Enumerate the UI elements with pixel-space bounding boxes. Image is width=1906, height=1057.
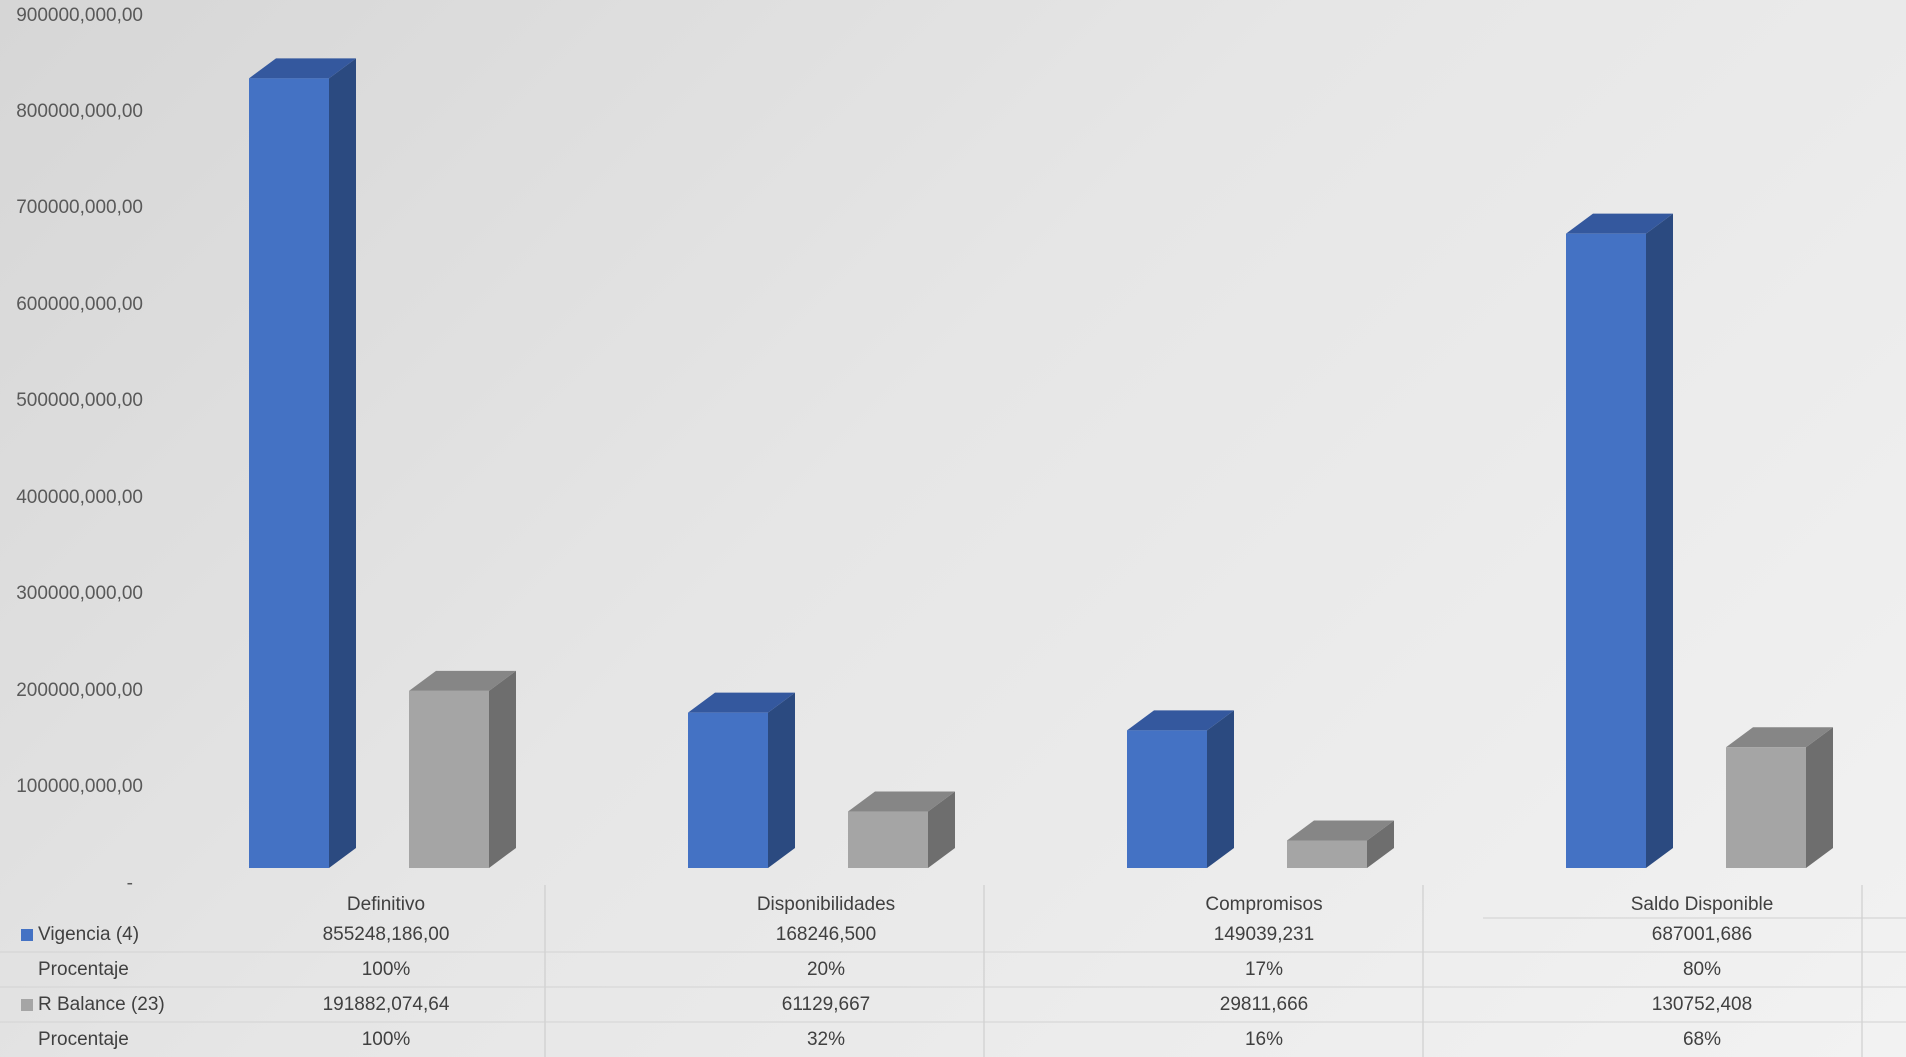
y-tick-label: 900000,000,00 bbox=[16, 5, 143, 26]
bar-vigencia-3 bbox=[1566, 234, 1646, 868]
bar-vigencia-0-side bbox=[329, 58, 356, 868]
table-row-label: Procentaje bbox=[38, 1029, 129, 1050]
y-tick-label: 400000,000,00 bbox=[16, 487, 143, 508]
bar-r-balance-1 bbox=[848, 812, 928, 868]
y-tick-label: - bbox=[127, 873, 133, 894]
table-cell: 61129,667 bbox=[782, 994, 870, 1015]
y-tick-label: 700000,000,00 bbox=[16, 197, 143, 218]
bar-r-balance-3 bbox=[1726, 747, 1806, 868]
y-tick-label: 100000,000,00 bbox=[16, 776, 143, 797]
table-cell: 855248,186,00 bbox=[323, 924, 450, 945]
category-label: Compromisos bbox=[1205, 894, 1322, 915]
y-tick-label: 500000,000,00 bbox=[16, 390, 143, 411]
table-cell: 80% bbox=[1683, 959, 1721, 980]
table-cell: 100% bbox=[362, 1029, 411, 1050]
bar-r-balance-0-side bbox=[489, 671, 516, 868]
table-row-label: Procentaje bbox=[38, 959, 129, 980]
bar-r-balance-3-side bbox=[1806, 727, 1833, 868]
legend-marker bbox=[21, 929, 33, 941]
bar-vigencia-3-side bbox=[1646, 214, 1673, 868]
table-cell: 168246,500 bbox=[776, 924, 876, 945]
table-cell: 191882,074,64 bbox=[323, 994, 450, 1015]
table-cell: 100% bbox=[362, 959, 411, 980]
bar-r-balance-2 bbox=[1287, 840, 1367, 868]
y-tick-label: 600000,000,00 bbox=[16, 294, 143, 315]
table-row-label: R Balance (23) bbox=[38, 994, 165, 1015]
legend-marker bbox=[21, 999, 33, 1011]
bar-vigencia-2-side bbox=[1207, 710, 1234, 868]
table-cell: 130752,408 bbox=[1652, 994, 1752, 1015]
bar-vigencia-1-side bbox=[768, 693, 795, 868]
y-tick-label: 200000,000,00 bbox=[16, 680, 143, 701]
bar-vigencia-0 bbox=[249, 78, 329, 868]
table-cell: 29811,666 bbox=[1220, 994, 1308, 1015]
category-label: Disponibilidades bbox=[757, 894, 895, 915]
table-cell: 687001,686 bbox=[1652, 924, 1752, 945]
category-label: Definitivo bbox=[347, 894, 425, 915]
y-tick-label: 800000,000,00 bbox=[16, 101, 143, 122]
bar-vigencia-2 bbox=[1127, 730, 1207, 868]
table-cell: 16% bbox=[1245, 1029, 1283, 1050]
table-cell: 68% bbox=[1683, 1029, 1721, 1050]
y-tick-label: 300000,000,00 bbox=[16, 583, 143, 604]
bar-r-balance-0 bbox=[409, 691, 489, 868]
table-cell: 17% bbox=[1245, 959, 1283, 980]
bar-vigencia-1 bbox=[688, 713, 768, 868]
table-cell: 149039,231 bbox=[1214, 924, 1314, 945]
table-cell: 20% bbox=[807, 959, 845, 980]
table-row-label: Vigencia (4) bbox=[38, 924, 139, 945]
category-label: Saldo Disponible bbox=[1631, 894, 1774, 915]
table-cell: 32% bbox=[807, 1029, 845, 1050]
